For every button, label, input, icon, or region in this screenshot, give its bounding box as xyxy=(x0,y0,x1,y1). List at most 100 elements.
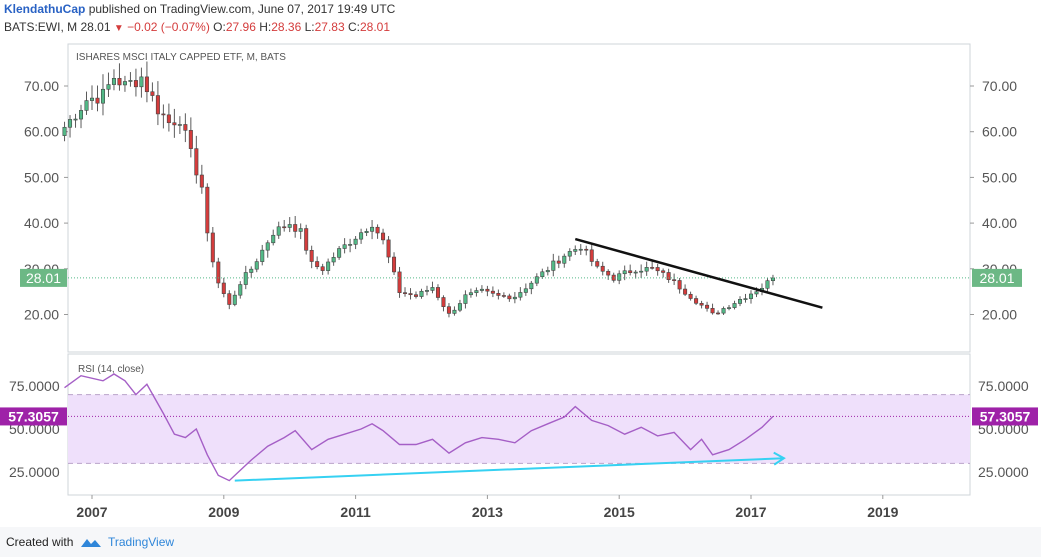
candle-up xyxy=(457,303,462,311)
candle-up xyxy=(721,308,726,314)
rsi-trendline-arrowhead xyxy=(773,451,786,466)
ohlc-close: 28.01 xyxy=(359,20,391,34)
candles-group xyxy=(62,61,775,318)
candle-up xyxy=(260,249,265,262)
candle-up xyxy=(617,273,622,281)
candle-up xyxy=(540,271,545,278)
candle-down xyxy=(161,113,166,116)
candle-up xyxy=(348,244,353,246)
candle-up xyxy=(139,76,144,88)
candle-down xyxy=(293,224,298,232)
ohlc-close-label: C: xyxy=(347,20,360,34)
rsi-trendline xyxy=(234,457,784,482)
candle-down xyxy=(507,295,512,300)
candle-up xyxy=(452,309,457,314)
candle-down xyxy=(397,271,402,293)
candle-up xyxy=(353,238,358,245)
candle-up xyxy=(364,231,369,233)
tradingview-logo-icon xyxy=(81,539,101,547)
x-tick-label: 2015 xyxy=(604,504,635,520)
candle-up xyxy=(639,270,644,273)
candle-up xyxy=(727,307,732,309)
candle-down xyxy=(150,91,155,96)
candle-down xyxy=(210,232,215,263)
candle-up xyxy=(468,292,473,296)
candle-up xyxy=(128,80,133,82)
candle-up xyxy=(84,100,89,111)
candle-down xyxy=(183,124,188,131)
candle-up xyxy=(89,97,95,101)
candle-up xyxy=(106,84,111,90)
candle-down xyxy=(375,226,380,234)
candle-down xyxy=(655,267,660,272)
candle-up xyxy=(238,284,243,296)
rsi-badge-left-label: 57.3057 xyxy=(8,408,59,424)
candle-down xyxy=(166,114,171,124)
candle-up xyxy=(578,248,583,251)
price-trendline xyxy=(574,237,823,309)
candle-down xyxy=(589,249,594,262)
quote-line: BATS:EWI, M 28.01 ▼ −0.02 (−0.07%) O:27.… xyxy=(4,20,390,34)
candle-up xyxy=(254,261,259,270)
price-chart-title: ISHARES MSCI ITALY CAPPED ETF, M, BATS xyxy=(76,52,286,63)
candle-down xyxy=(710,308,715,314)
candle-up xyxy=(562,255,567,264)
candle-down xyxy=(556,260,561,264)
candle-up xyxy=(523,288,528,293)
price-tick-label-right: 40.00 xyxy=(982,215,1017,231)
x-tick-label: 2013 xyxy=(472,504,503,520)
candle-down xyxy=(694,298,699,304)
candle-down xyxy=(672,279,677,281)
candle-down xyxy=(584,248,589,251)
candle-up xyxy=(644,267,649,272)
candle-down xyxy=(441,297,446,307)
candle-up xyxy=(337,248,342,258)
candle-down xyxy=(133,80,138,88)
published-text: published on TradingView.com, June 07, 2… xyxy=(88,2,396,16)
candle-up xyxy=(573,249,578,252)
candle-down xyxy=(490,290,495,294)
candle-up xyxy=(463,294,468,304)
rsi-tick-label-right: 25.0000 xyxy=(978,464,1029,480)
candle-down xyxy=(485,288,490,292)
candle-up xyxy=(633,271,638,274)
candle-down xyxy=(155,95,160,115)
price-tick-label-left: 40.00 xyxy=(24,215,59,231)
author-link[interactable]: KlendathuCap xyxy=(4,2,86,16)
last-price-badge-right xyxy=(972,268,1022,287)
candle-down xyxy=(309,249,314,262)
candle-down xyxy=(381,232,386,241)
candle-up xyxy=(331,257,336,263)
candle-up xyxy=(551,260,556,271)
candle-down xyxy=(221,282,226,294)
candle-down xyxy=(683,288,688,295)
chart-header: KlendathuCap published on TradingView.co… xyxy=(0,0,1041,42)
candle-down xyxy=(600,265,605,272)
candle-up xyxy=(73,118,78,121)
x-tick-label: 2009 xyxy=(208,504,239,520)
price-tick-label-left: 60.00 xyxy=(24,124,59,140)
ohlc-low: 27.83 xyxy=(314,20,345,34)
candle-up xyxy=(518,292,523,298)
candle-down xyxy=(117,78,122,86)
ohlc-open-label: O: xyxy=(213,20,226,34)
candle-up xyxy=(567,251,572,257)
candle-down xyxy=(661,270,666,273)
candle-up xyxy=(529,282,534,290)
price-tick-label-right: 50.00 xyxy=(982,169,1017,185)
candle-down xyxy=(628,270,633,273)
down-arrow-icon: ▼ xyxy=(113,23,124,34)
candle-down xyxy=(315,261,320,268)
rsi-badge-left xyxy=(0,407,67,426)
symbol-label: BATS:EWI, M xyxy=(4,20,78,34)
tradingview-brand[interactable]: TradingView xyxy=(108,535,175,549)
candle-down xyxy=(392,256,397,273)
candle-up xyxy=(100,88,105,104)
rsi-tick-label-left: 75.0000 xyxy=(9,378,60,394)
candle-down xyxy=(282,226,287,229)
price-tick-label-left: 20.00 xyxy=(24,307,59,323)
candle-up xyxy=(79,110,84,120)
x-tick-label: 2011 xyxy=(340,504,371,520)
candle-up xyxy=(326,261,331,271)
